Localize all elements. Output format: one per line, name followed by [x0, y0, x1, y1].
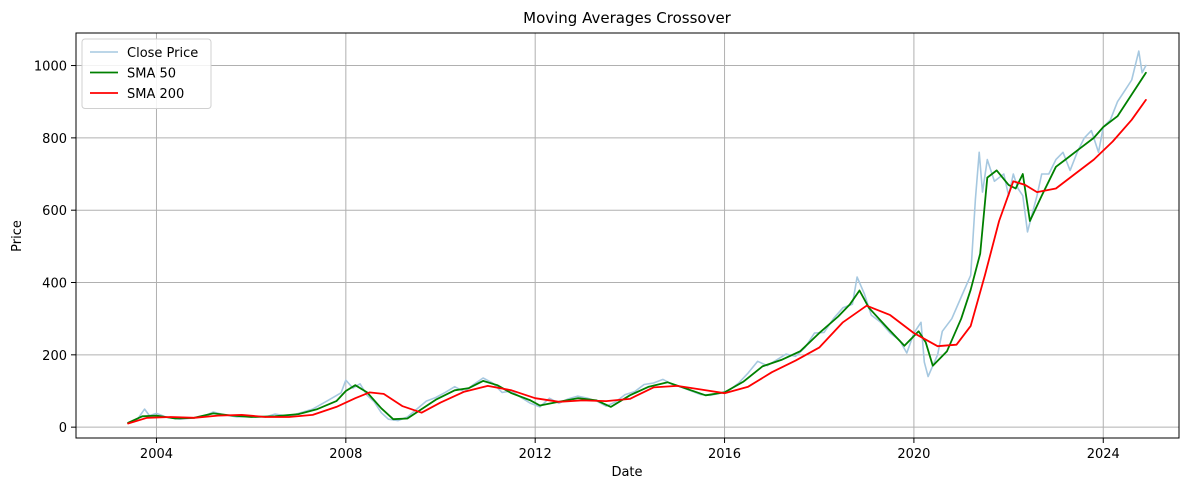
series-lines: [127, 50, 1147, 425]
x-tick-label: 2004: [140, 447, 173, 462]
series-line-1: [127, 71, 1147, 424]
y-axis-label: Price: [10, 220, 25, 252]
y-tick-label: 600: [42, 204, 67, 219]
legend-box: [81, 38, 212, 109]
x-tick-label: 2012: [519, 447, 552, 462]
chart-title: Moving Averages Crossover: [523, 9, 732, 27]
y-tick-label: 1000: [34, 60, 67, 75]
series-line-0: [127, 50, 1147, 425]
series-line-2: [127, 99, 1147, 425]
x-tick-label: 2024: [1087, 447, 1120, 462]
y-tick-label: 400: [42, 277, 67, 292]
legend-label-0: Close Price: [127, 46, 198, 61]
y-axis-ticks: 0 200 400 600 800 1000: [34, 60, 76, 436]
grid: [76, 33, 1179, 438]
legend-label-1: SMA 50: [127, 67, 176, 82]
x-tick-label: 2020: [897, 447, 930, 462]
legend: Close Price SMA 50 SMA 200: [81, 38, 212, 109]
y-tick-label: 0: [59, 421, 67, 436]
plot-frame: [75, 32, 1180, 439]
y-tick-label: 200: [42, 349, 67, 364]
x-tick-label: 2016: [708, 447, 741, 462]
x-axis-label: Date: [611, 465, 642, 480]
legend-label-2: SMA 200: [127, 87, 184, 102]
x-axis-ticks: 2004 2008 2012 2016 2020 2024: [140, 438, 1120, 462]
y-tick-label: 800: [42, 132, 67, 147]
x-tick-label: 2008: [329, 447, 362, 462]
